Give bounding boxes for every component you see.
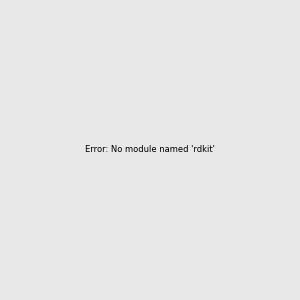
- Text: Error: No module named 'rdkit': Error: No module named 'rdkit': [85, 146, 215, 154]
